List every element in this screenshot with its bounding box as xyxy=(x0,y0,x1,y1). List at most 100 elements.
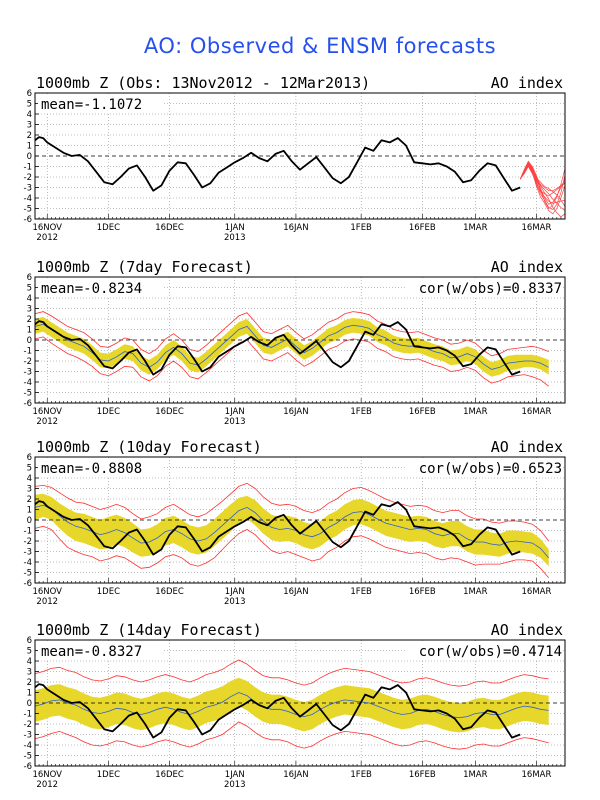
y-tick-label: -6 xyxy=(24,399,32,409)
y-tick-label: -4 xyxy=(24,194,32,204)
ensemble-member-line xyxy=(519,163,566,211)
y-tick-label: 2 xyxy=(27,131,32,141)
x-tick-label: 16FEB xyxy=(409,223,436,233)
y-tick-label: 3 xyxy=(27,668,32,678)
panel-title: 1000mb Z (7day Forecast) xyxy=(36,258,253,276)
y-tick-label: 3 xyxy=(27,485,32,495)
x-tick-label: 16MAR xyxy=(522,223,552,233)
cor-label-bg xyxy=(407,643,562,660)
x-tick-label: 1DEC xyxy=(97,407,120,417)
ensemble-member-line xyxy=(519,160,566,218)
y-tick-label: 4 xyxy=(27,657,32,667)
x-tick-label: 1JAN xyxy=(225,407,245,417)
y-tick-label: 0 xyxy=(27,152,32,162)
mean-label-bg xyxy=(38,460,164,477)
y-tick-label: 0 xyxy=(27,516,32,526)
y-tick-label: -6 xyxy=(24,215,32,225)
y-tick-label: 1 xyxy=(27,326,32,336)
x-tick-label: 16JAN xyxy=(283,770,308,780)
y-tick-label: -5 xyxy=(24,569,32,579)
max-line xyxy=(34,482,550,542)
max-line xyxy=(34,659,549,687)
x-tick-label: 16MAR xyxy=(522,407,552,417)
mean-label: mean=-1.1072 xyxy=(41,97,142,113)
x-tick-label: 1MAR xyxy=(463,407,488,417)
y-tick-label: -2 xyxy=(24,720,32,730)
y-tick-label: -4 xyxy=(24,378,32,388)
max-line xyxy=(34,311,549,357)
y-tick-label: -3 xyxy=(24,548,32,558)
y-tick-label: -1 xyxy=(24,527,32,537)
y-tick-label: -5 xyxy=(24,389,32,399)
ensemble-member-line xyxy=(519,162,566,204)
y-tick-label: 3 xyxy=(27,305,32,315)
y-tick-label: 1 xyxy=(27,142,32,152)
x-tick-label: 16FEB xyxy=(409,407,436,417)
cor-label: cor(w/obs)=0.4714 xyxy=(419,644,562,660)
y-tick-label: 5 xyxy=(27,464,32,474)
x-tick-label: 1DEC xyxy=(97,223,120,233)
x-tick-year: 2013 xyxy=(224,417,246,427)
x-tick-label: 1JAN xyxy=(225,223,245,233)
x-tick-label: 16NOV xyxy=(32,407,62,417)
y-tick-label: -4 xyxy=(24,741,32,751)
x-tick-label: 1MAR xyxy=(463,770,488,780)
cor-label-bg xyxy=(407,280,562,297)
x-tick-label: 16MAR xyxy=(522,770,552,780)
y-tick-label: 2 xyxy=(27,678,32,688)
min-line xyxy=(34,336,549,387)
x-tick-label: 16NOV xyxy=(32,223,62,233)
x-tick-label: 1MAR xyxy=(463,587,488,597)
y-tick-label: 2 xyxy=(27,495,32,505)
y-tick-label: -6 xyxy=(24,762,32,772)
y-tick-label: -4 xyxy=(24,558,32,568)
x-tick-year: 2012 xyxy=(36,780,58,790)
y-tick-label: 2 xyxy=(27,315,32,325)
x-tick-label: 16NOV xyxy=(32,587,62,597)
x-tick-label: 16NOV xyxy=(32,770,62,780)
y-tick-label: 4 xyxy=(27,110,32,120)
ensemble-mean-line xyxy=(34,504,550,559)
y-tick-label: -5 xyxy=(24,205,32,215)
ensemble-member-line xyxy=(519,161,566,210)
index-label: AO index xyxy=(491,621,563,639)
chart-panel-4: 1000mb Z (14day Forecast) AO index 6543210… xyxy=(24,621,566,790)
min-line xyxy=(34,525,550,579)
ensemble-mean-line xyxy=(34,323,549,370)
y-tick-label: -3 xyxy=(24,184,32,194)
mean-label-bg xyxy=(38,280,164,297)
cor-label: cor(w/obs)=0.6523 xyxy=(419,461,562,477)
x-tick-label: 1JAN xyxy=(225,587,245,597)
y-tick-label: 5 xyxy=(27,100,32,110)
x-tick-label: 1JAN xyxy=(225,770,245,780)
y-tick-label: 0 xyxy=(27,699,32,709)
x-tick-label: 1FEB xyxy=(350,770,372,780)
mean-label-bg xyxy=(38,643,164,660)
min-line xyxy=(34,721,549,750)
chart-panel-1: 1000mb Z (Obs: 13Nov2012 - 12Mar2013) AO … xyxy=(24,74,566,243)
index-label: AO index xyxy=(491,258,563,276)
x-tick-label: 16DEC xyxy=(155,407,184,417)
observed-line xyxy=(34,500,521,556)
y-tick-label: 1 xyxy=(27,506,32,516)
index-label: AO index xyxy=(491,74,563,92)
x-tick-year: 2013 xyxy=(224,597,246,607)
mean-label: mean=-0.8327 xyxy=(41,644,142,660)
y-tick-label: -1 xyxy=(24,710,32,720)
y-tick-label: -2 xyxy=(24,357,32,367)
y-tick-label: -5 xyxy=(24,752,32,762)
observed-line xyxy=(34,683,521,739)
y-tick-label: 4 xyxy=(27,474,32,484)
x-tick-label: 16DEC xyxy=(155,770,184,780)
x-tick-label: 1FEB xyxy=(350,223,372,233)
x-tick-label: 1FEB xyxy=(350,407,372,417)
x-tick-year: 2012 xyxy=(36,597,58,607)
x-tick-label: 16DEC xyxy=(155,587,184,597)
x-tick-year: 2013 xyxy=(224,780,246,790)
x-tick-label: 16FEB xyxy=(409,770,436,780)
x-tick-label: 1FEB xyxy=(350,587,372,597)
y-tick-label: -3 xyxy=(24,731,32,741)
page-title: AO: Observed & ENSM forecasts xyxy=(143,34,497,58)
x-tick-label: 16FEB xyxy=(409,587,436,597)
x-tick-year: 2012 xyxy=(36,233,58,243)
